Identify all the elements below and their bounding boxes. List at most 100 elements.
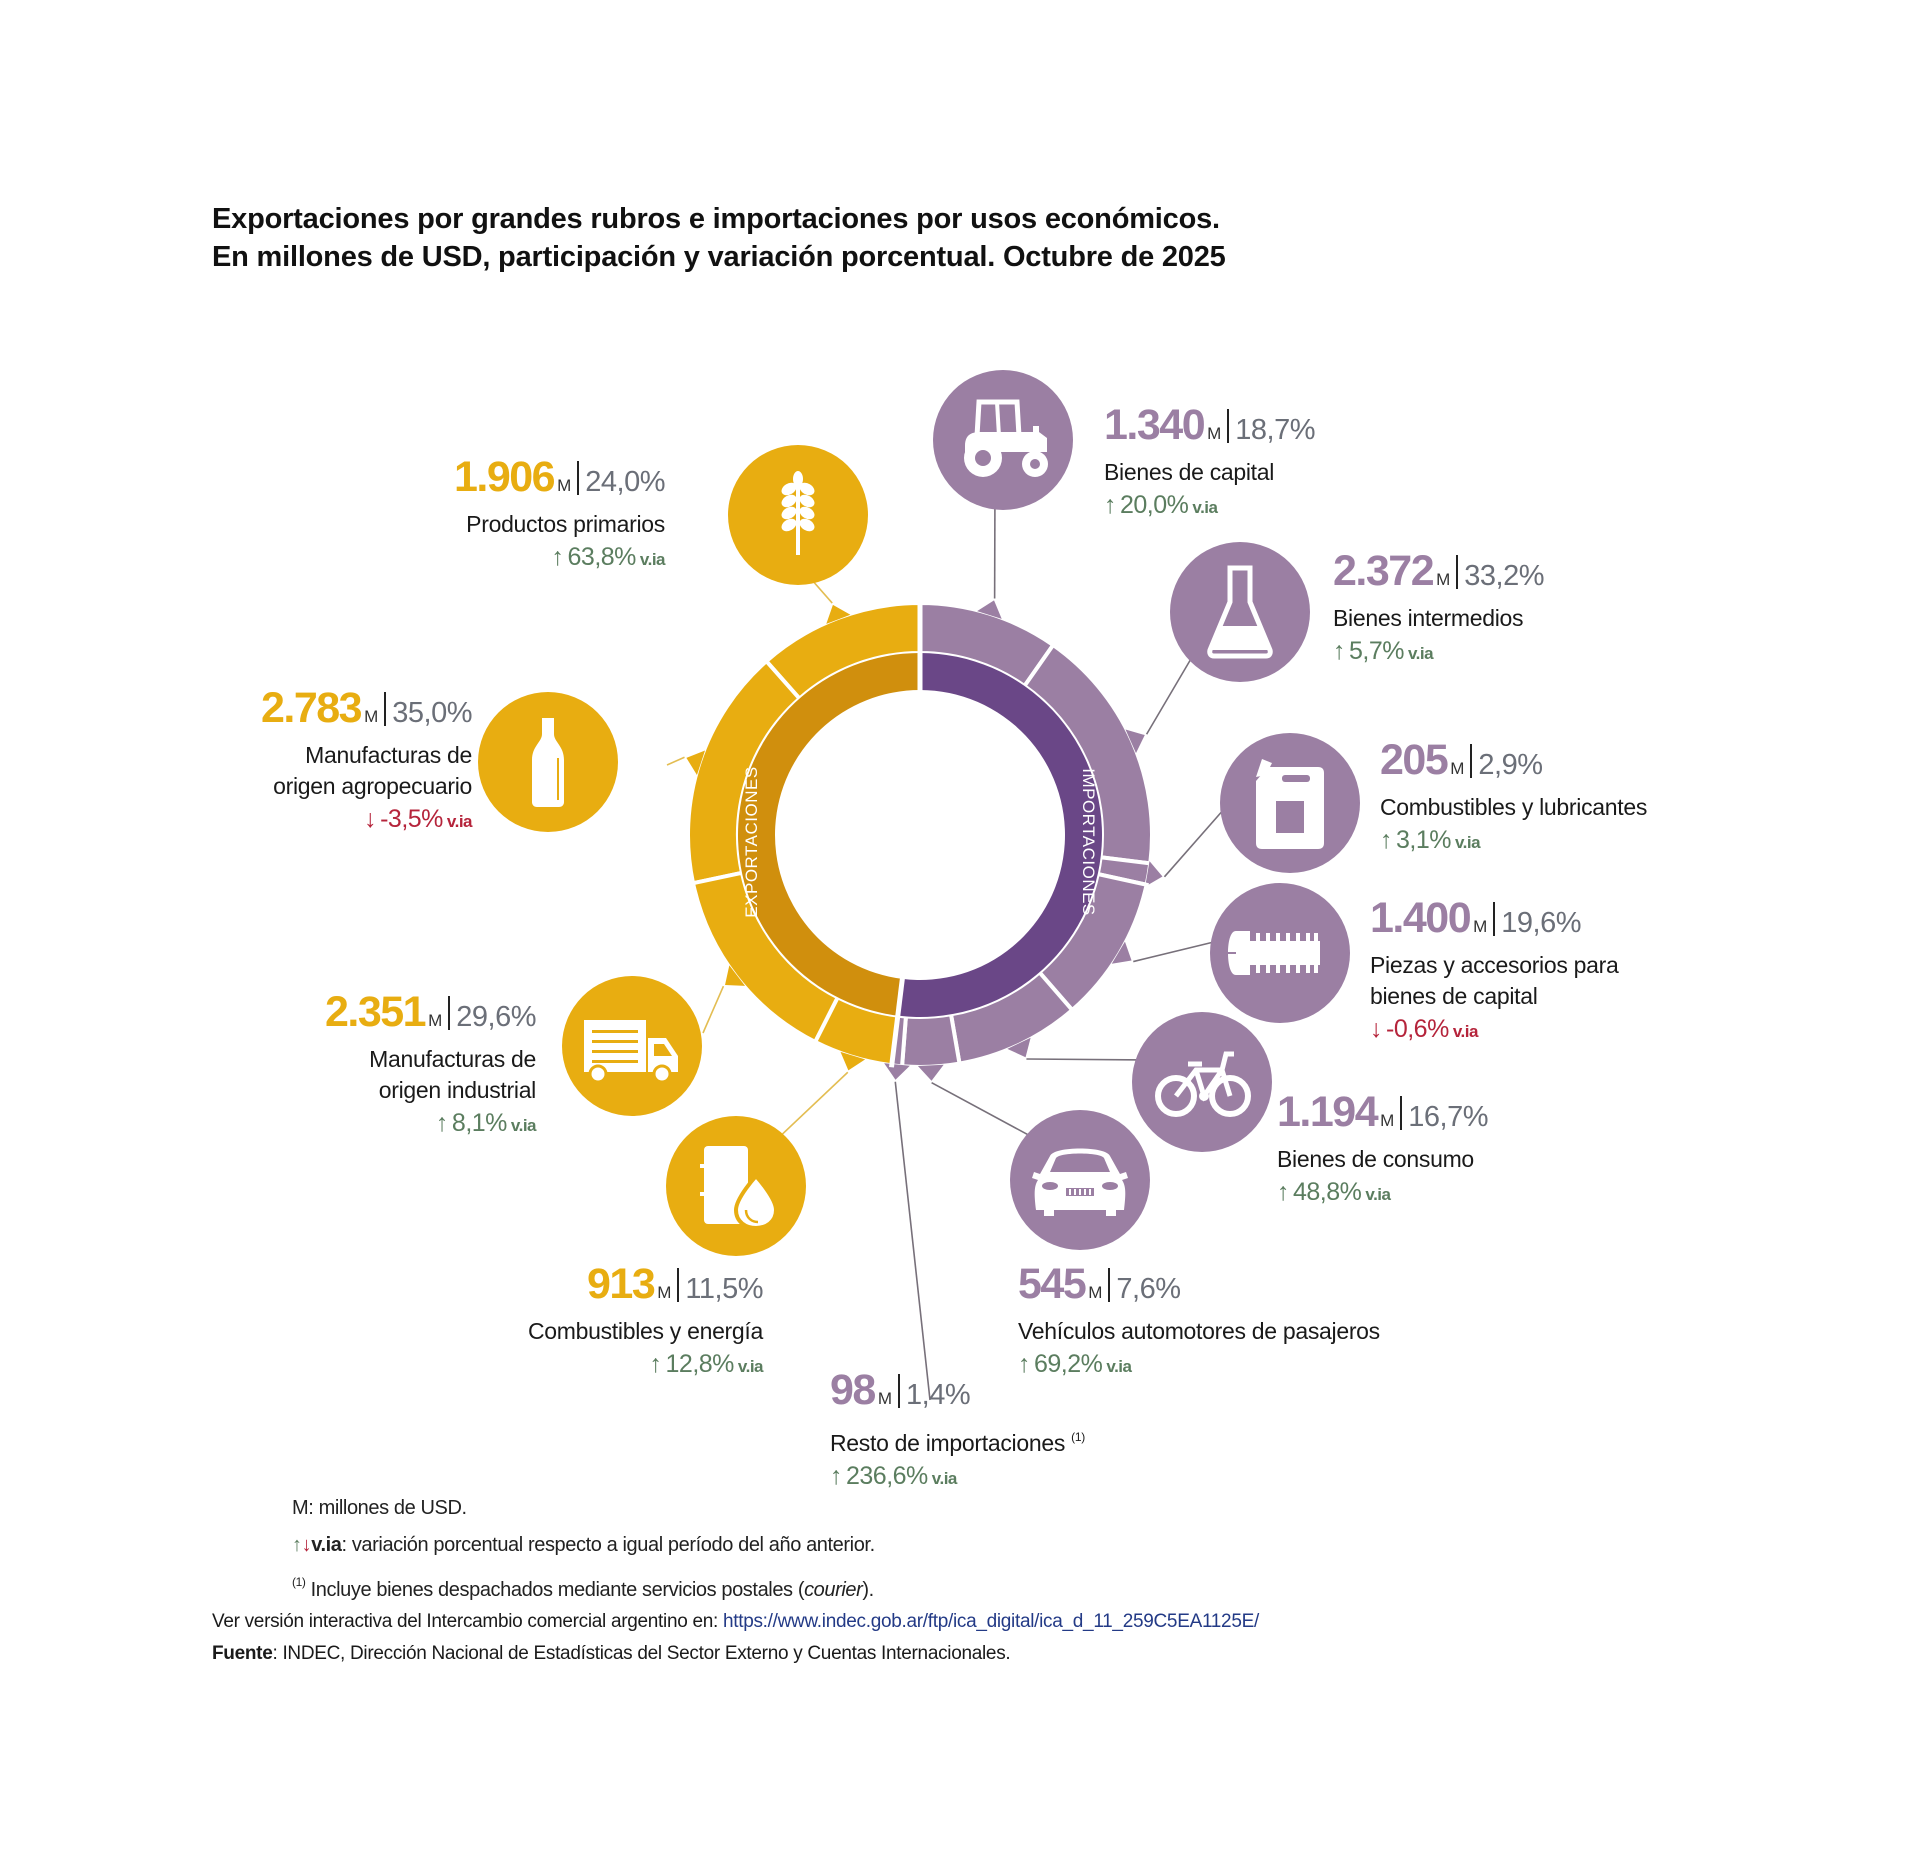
label-vehiculos-pasajeros: 545 M 7,6% Vehículos automotores de pasaje… [1018, 1262, 1380, 1384]
arrow-up-icon: ↑ [435, 1109, 449, 1137]
source: Fuente: INDEC, Dirección Nacional de Est… [212, 1643, 1011, 1664]
category-name: Vehículos automotores de pasajeros [1018, 1318, 1380, 1344]
label-bienes-intermedios: 2.372 M 33,2% Bienes intermedios ↑ 5,7% v.ia [1333, 547, 1545, 671]
wheat-icon [781, 471, 815, 555]
segment-imp-5 [899, 1012, 962, 1069]
arrow-up-icon: ↑ [649, 1350, 663, 1378]
variation: ↑ 12,8% v.ia [649, 1350, 764, 1378]
footnote-mark: (1) [1071, 1430, 1085, 1444]
share: 11,5% [685, 1273, 763, 1305]
arrow-up-icon: ↑ [830, 1462, 843, 1490]
footer: Ver versión interactiva del Intercambio … [212, 1606, 1259, 1670]
leader-line-imp-4 [1026, 1058, 1156, 1061]
jerrycan-icon [1256, 759, 1324, 849]
tractor-icon [964, 399, 1048, 477]
segment-pointer-imp-6 [884, 1063, 910, 1080]
category-name: Resto de importaciones (1) [830, 1430, 1085, 1456]
label-manufacturas-industrial: 2.351 M 29,6% Manufacturas de origen indus… [324, 988, 537, 1143]
value: 1.194 [1277, 1088, 1379, 1136]
bicycle-icon [1155, 1051, 1251, 1117]
share: 29,6% [456, 1001, 536, 1033]
interactive-link[interactable]: https://www.indec.gob.ar/ftp/ica_digital… [722, 1611, 1259, 1632]
category-name: Combustibles y energía [527, 1318, 763, 1344]
value: 1.400 [1370, 894, 1472, 942]
leader-line-exp-1 [666, 756, 685, 766]
bottle-icon [532, 718, 564, 807]
variation: ↑ 3,1% v.ia [1380, 826, 1481, 854]
note-variation: ↑↓v.ia: variación porcentual respecto a … [292, 1534, 875, 1556]
value: 205 [1380, 736, 1449, 784]
category-name: Bienes de consumo [1277, 1146, 1474, 1172]
segment-pointer-imp-0 [977, 600, 1002, 619]
leader-line-imp-1 [1145, 651, 1196, 735]
legend-notes: M: millones de USD. ↑↓v.ia: variación po… [292, 1490, 875, 1609]
value: 2.783 [260, 684, 363, 732]
segment-pointer-exp-1 [686, 750, 706, 775]
value: 98 [830, 1366, 876, 1414]
ring-labels: EXPORTACIONES IMPORTACIONES [742, 766, 1098, 917]
note-footnote: (1) Incluye bienes despachados mediante … [292, 1575, 874, 1601]
segment-pointer-imp-4 [1007, 1037, 1031, 1058]
variation: ↓ -0,6% v.ia [1370, 1015, 1478, 1043]
category-name-line-1: Manufacturas de [305, 742, 472, 768]
category-name-line-1: Piezas y accesorios para [1370, 952, 1619, 978]
label-bienes-capital: 1.340 M 18,7% Bienes de capital ↑ 20,0% v.ia [1104, 401, 1316, 525]
share: 7,6% [1116, 1273, 1181, 1305]
segment-pointer-exp-0 [826, 604, 851, 624]
segment-pointer-imp-1 [1125, 729, 1145, 754]
variation: ↓ -3,5% v.ia [364, 805, 472, 833]
value: 2.372 [1333, 547, 1435, 595]
arrow-up-icon: ↑ [292, 1534, 302, 1556]
arrow-down-icon: ↓ [364, 805, 377, 833]
label-productos-primarios: 1.906 M 24,0% Productos primarios ↑ 63,8% v.… [453, 453, 666, 577]
leader-line-imp-3 [1133, 939, 1223, 963]
category-name-line-1: Manufacturas de [369, 1046, 536, 1072]
value: 2.351 [324, 988, 427, 1036]
note-unit: M: millones de USD. [292, 1497, 467, 1519]
ring-label-importaciones: IMPORTACIONES [1079, 768, 1098, 916]
label-resto-importaciones: 98 M 1,4% Resto de importaciones (1) ↑ 236,… [830, 1368, 1085, 1496]
value: 545 [1018, 1260, 1087, 1308]
category-name-line-2: origen agropecuario [273, 773, 472, 799]
value: 1.340 [1104, 401, 1206, 449]
share: 35,0% [392, 697, 472, 729]
chart-title: Exportaciones por grandes rubros e impor… [212, 200, 1226, 276]
share: 16,7% [1408, 1101, 1489, 1133]
variation: ↑ 69,2% v.ia [1018, 1350, 1132, 1378]
arrow-up-icon: ↑ [551, 543, 565, 571]
variation: ↑ 5,7% v.ia [1333, 637, 1434, 665]
leader-line-exp-2 [702, 985, 725, 1034]
leader-line-imp-6 [894, 1081, 931, 1401]
value: 1.906 [453, 453, 556, 501]
arrow-up-icon: ↑ [1333, 637, 1346, 665]
bubble-imp-1 [1170, 542, 1310, 682]
ring-divider-1 [889, 976, 906, 1068]
segment-pointer-imp-3 [1111, 941, 1132, 964]
ring-label-exportaciones: EXPORTACIONES [742, 766, 761, 917]
car-icon [1032, 1148, 1128, 1216]
flask-icon [1207, 565, 1273, 659]
variation: ↑ 20,0% v.ia [1104, 491, 1218, 519]
screw-icon [1228, 931, 1320, 975]
category-name: Bienes intermedios [1333, 605, 1524, 631]
segment-pointer-exp-2 [725, 965, 746, 986]
arrow-up-icon: ↑ [1018, 1350, 1031, 1378]
category-name: Productos primarios [466, 511, 665, 537]
icon-bubbles [478, 370, 1360, 1256]
inner-ring-exp [738, 653, 920, 1016]
share: 33,2% [1464, 560, 1545, 592]
arrow-up-icon: ↑ [1104, 491, 1117, 519]
label-combustibles-energia: 913 M 11,5% Combustibles y energía ↑ 12,8% v… [527, 1262, 764, 1384]
oil-barrel-icon [700, 1146, 779, 1231]
category-name-line-2: origen industrial [378, 1077, 537, 1103]
share: 2,9% [1478, 749, 1543, 781]
arrow-down-icon: ↓ [301, 1534, 312, 1556]
variation: ↑ 8,1% v.ia [435, 1109, 537, 1137]
category-name-line-2: bienes de capital [1370, 983, 1538, 1009]
inner-ring-imp [897, 653, 1102, 1017]
category-name: Bienes de capital [1104, 459, 1275, 485]
share: 18,7% [1235, 414, 1316, 446]
variation: ↑ 63,8% v.ia [551, 543, 666, 571]
segment-pointer-imp-2 [1145, 861, 1163, 887]
